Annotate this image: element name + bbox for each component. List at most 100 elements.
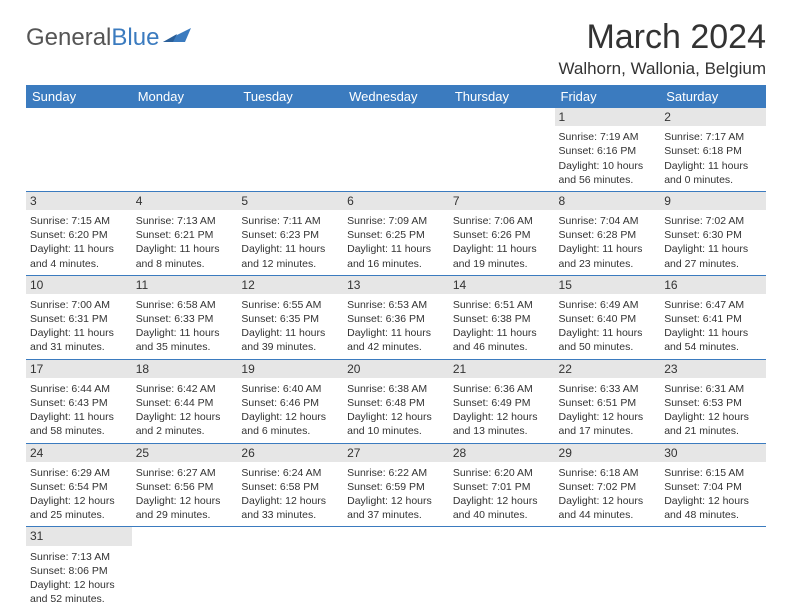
calendar-cell: 21Sunrise: 6:36 AMSunset: 6:49 PMDayligh… — [449, 359, 555, 443]
sunrise-line: Sunrise: 7:13 AM — [30, 550, 128, 564]
day-number: 14 — [449, 276, 555, 294]
daylight-line: Daylight: 12 hours and 13 minutes. — [453, 410, 551, 438]
day-number: 20 — [343, 360, 449, 378]
sunrise-line: Sunrise: 7:00 AM — [30, 298, 128, 312]
day-number: 23 — [660, 360, 766, 378]
sunrise-line: Sunrise: 6:15 AM — [664, 466, 762, 480]
sunrise-line: Sunrise: 6:24 AM — [241, 466, 339, 480]
day-number: 3 — [26, 192, 132, 210]
calendar-body: 1Sunrise: 7:19 AMSunset: 6:16 PMDaylight… — [26, 108, 766, 610]
sunrise-line: Sunrise: 6:38 AM — [347, 382, 445, 396]
calendar-cell: 31Sunrise: 7:13 AMSunset: 8:06 PMDayligh… — [26, 527, 132, 610]
sunrise-line: Sunrise: 7:19 AM — [559, 130, 657, 144]
daylight-line: Daylight: 12 hours and 40 minutes. — [453, 494, 551, 522]
day-details: Sunrise: 7:19 AMSunset: 6:16 PMDaylight:… — [555, 128, 661, 191]
sunset-line: Sunset: 6:46 PM — [241, 396, 339, 410]
calendar-cell: 19Sunrise: 6:40 AMSunset: 6:46 PMDayligh… — [237, 359, 343, 443]
day-number: 22 — [555, 360, 661, 378]
sunrise-line: Sunrise: 7:11 AM — [241, 214, 339, 228]
day-number: 13 — [343, 276, 449, 294]
day-number: 10 — [26, 276, 132, 294]
day-details: Sunrise: 6:53 AMSunset: 6:36 PMDaylight:… — [343, 296, 449, 359]
weekday-header: Saturday — [660, 85, 766, 108]
calendar-row: 1Sunrise: 7:19 AMSunset: 6:16 PMDaylight… — [26, 108, 766, 191]
day-number: 12 — [237, 276, 343, 294]
day-details: Sunrise: 6:18 AMSunset: 7:02 PMDaylight:… — [555, 464, 661, 527]
sunrise-line: Sunrise: 6:36 AM — [453, 382, 551, 396]
calendar-cell — [343, 527, 449, 610]
sunrise-line: Sunrise: 7:15 AM — [30, 214, 128, 228]
calendar-cell: 14 Sunrise: 6:51 AMSunset: 6:38 PMDayligh… — [449, 275, 555, 359]
weekday-header: Sunday — [26, 85, 132, 108]
sunset-line: Sunset: 6:23 PM — [241, 228, 339, 242]
calendar-row: 31Sunrise: 7:13 AMSunset: 8:06 PMDayligh… — [26, 527, 766, 610]
calendar-row: 3Sunrise: 7:15 AMSunset: 6:20 PMDaylight… — [26, 191, 766, 275]
calendar-row: 24Sunrise: 6:29 AMSunset: 6:54 PMDayligh… — [26, 443, 766, 527]
weekday-header: Wednesday — [343, 85, 449, 108]
sunrise-line: Sunrise: 7:13 AM — [136, 214, 234, 228]
daylight-line: Daylight: 11 hours and 42 minutes. — [347, 326, 445, 354]
calendar-cell — [555, 527, 661, 610]
sunset-line: Sunset: 6:25 PM — [347, 228, 445, 242]
day-details: Sunrise: 7:11 AMSunset: 6:23 PMDaylight:… — [237, 212, 343, 275]
day-number: 29 — [555, 444, 661, 462]
calendar-cell: 29 Sunrise: 6:18 AMSunset: 7:02 PMDayligh… — [555, 443, 661, 527]
logo-word-a: General — [26, 24, 111, 51]
daylight-line: Daylight: 12 hours and 10 minutes. — [347, 410, 445, 438]
calendar-cell: 2 Sunrise: 7:17 AMSunset: 6:18 PMDaylight… — [660, 108, 766, 191]
calendar-cell — [132, 108, 238, 191]
calendar-cell: 23Sunrise: 6:31 AMSunset: 6:53 PMDayligh… — [660, 359, 766, 443]
calendar-cell: 16Sunrise: 6:47 AMSunset: 6:41 PMDayligh… — [660, 275, 766, 359]
calendar-cell — [237, 108, 343, 191]
day-details: Sunrise: 7:13 AMSunset: 8:06 PMDaylight:… — [26, 548, 132, 611]
weekday-header: Thursday — [449, 85, 555, 108]
sunset-line: Sunset: 6:54 PM — [30, 480, 128, 494]
day-details: Sunrise: 6:24 AMSunset: 6:58 PMDaylight:… — [237, 464, 343, 527]
sunset-line: Sunset: 6:58 PM — [241, 480, 339, 494]
day-number: 16 — [660, 276, 766, 294]
daylight-line: Daylight: 11 hours and 39 minutes. — [241, 326, 339, 354]
sunset-line: Sunset: 6:31 PM — [30, 312, 128, 326]
logo-word-b: Blue — [111, 24, 159, 51]
day-details: Sunrise: 7:02 AMSunset: 6:30 PMDaylight:… — [660, 212, 766, 275]
sunset-line: Sunset: 6:38 PM — [453, 312, 551, 326]
day-details: Sunrise: 7:17 AMSunset: 6:18 PMDaylight:… — [660, 128, 766, 191]
sunset-line: Sunset: 7:04 PM — [664, 480, 762, 494]
calendar-cell — [660, 527, 766, 610]
weekday-header: Tuesday — [237, 85, 343, 108]
day-number: 30 — [660, 444, 766, 462]
calendar-cell: 28Sunrise: 6:20 AMSunset: 7:01 PMDayligh… — [449, 443, 555, 527]
sunset-line: Sunset: 6:40 PM — [559, 312, 657, 326]
day-number: 8 — [555, 192, 661, 210]
calendar-cell: 26Sunrise: 6:24 AMSunset: 6:58 PMDayligh… — [237, 443, 343, 527]
day-number: 27 — [343, 444, 449, 462]
day-number: 7 — [449, 192, 555, 210]
day-details: Sunrise: 6:36 AMSunset: 6:49 PMDaylight:… — [449, 380, 555, 443]
header: GeneralBlue March 2024 Walhorn, Wallonia… — [26, 18, 766, 79]
day-details: Sunrise: 6:51 AMSunset: 6:38 PMDaylight:… — [449, 296, 555, 359]
sunset-line: Sunset: 7:01 PM — [453, 480, 551, 494]
sunset-line: Sunset: 8:06 PM — [30, 564, 128, 578]
day-details: Sunrise: 6:42 AMSunset: 6:44 PMDaylight:… — [132, 380, 238, 443]
page-title: March 2024 — [558, 18, 766, 57]
calendar-cell — [449, 108, 555, 191]
daylight-line: Daylight: 11 hours and 12 minutes. — [241, 242, 339, 270]
calendar-cell: 12Sunrise: 6:55 AMSunset: 6:35 PMDayligh… — [237, 275, 343, 359]
weekday-header: Friday — [555, 85, 661, 108]
title-block: March 2024 Walhorn, Wallonia, Belgium — [558, 18, 766, 79]
location-text: Walhorn, Wallonia, Belgium — [558, 59, 766, 79]
sunset-line: Sunset: 6:49 PM — [453, 396, 551, 410]
calendar-cell — [449, 527, 555, 610]
calendar-cell — [343, 108, 449, 191]
sunset-line: Sunset: 7:02 PM — [559, 480, 657, 494]
sunrise-line: Sunrise: 6:18 AM — [559, 466, 657, 480]
day-number: 11 — [132, 276, 238, 294]
day-details: Sunrise: 6:49 AMSunset: 6:40 PMDaylight:… — [555, 296, 661, 359]
day-details: Sunrise: 6:38 AMSunset: 6:48 PMDaylight:… — [343, 380, 449, 443]
daylight-line: Daylight: 11 hours and 54 minutes. — [664, 326, 762, 354]
day-details: Sunrise: 6:27 AMSunset: 6:56 PMDaylight:… — [132, 464, 238, 527]
day-number: 2 — [660, 108, 766, 126]
day-number: 28 — [449, 444, 555, 462]
sunrise-line: Sunrise: 6:40 AM — [241, 382, 339, 396]
daylight-line: Daylight: 12 hours and 33 minutes. — [241, 494, 339, 522]
